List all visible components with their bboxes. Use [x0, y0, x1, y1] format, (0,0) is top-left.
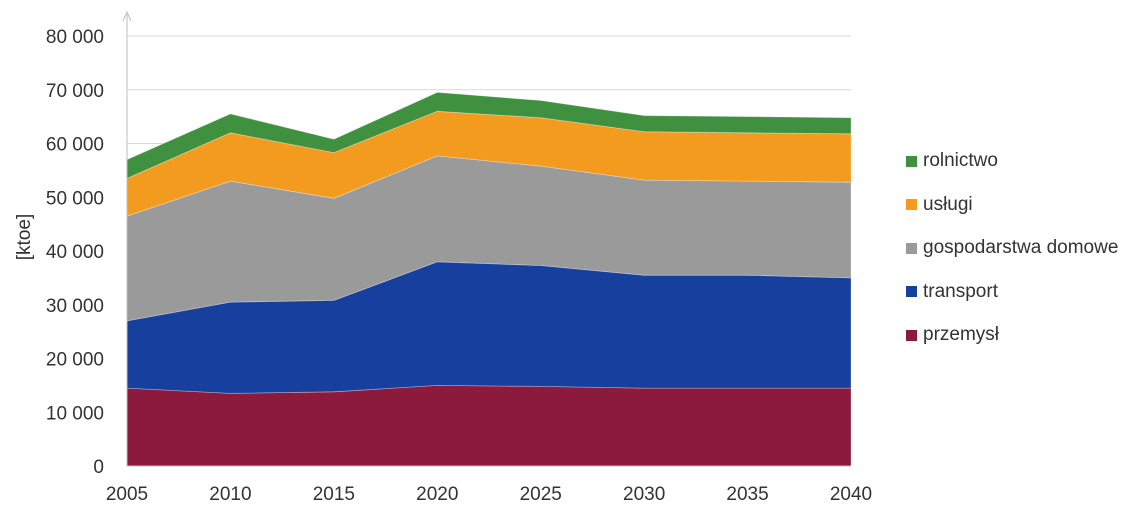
y-tick-label: 10 000	[46, 403, 104, 424]
x-tick-label: 2005	[106, 484, 148, 505]
area-transport	[126, 261, 852, 394]
area-usługi	[126, 110, 852, 217]
y-tick-label: 80 000	[46, 27, 104, 48]
area-gospodarstwa-domowe	[126, 155, 852, 322]
y-axis-title: [ktoe]	[14, 214, 35, 260]
legend-swatch	[906, 155, 917, 167]
y-tick-label: 50 000	[46, 188, 104, 209]
legend-swatch	[906, 199, 917, 210]
y-tick-label: 30 000	[46, 296, 104, 317]
legend-swatch	[906, 286, 917, 297]
legend-item: usługi	[906, 194, 1118, 216]
y-tick-label: 0	[93, 457, 104, 478]
legend-label: transport	[923, 280, 998, 302]
x-tick-label: 2030	[623, 484, 665, 505]
y-axis-arrow-icon	[122, 10, 132, 22]
legend-item: gospodarstwa domowe	[906, 237, 1118, 259]
legend-item: transport	[906, 281, 1118, 303]
legend-label: rolnictwo	[923, 150, 998, 171]
legend-item: przemysł	[906, 324, 1118, 346]
y-tick-label: 60 000	[46, 135, 104, 156]
area-przemysł	[126, 384, 852, 467]
axes	[122, 10, 851, 467]
x-tick-label: 2015	[313, 484, 355, 505]
y-tick-label: 20 000	[46, 350, 104, 371]
legend-label: gospodarstwa domowe	[923, 237, 1119, 258]
y-tick-labels: 0 10 000 20 000 30 000 40 000 50 000 60 000 70 …	[46, 27, 104, 478]
legend-item: rolnictwo	[906, 150, 1118, 172]
legend-swatch	[906, 242, 917, 254]
x-tick-label: 2035	[726, 484, 768, 505]
legend-swatch	[906, 329, 917, 341]
x-tick-label: 2010	[209, 484, 251, 505]
y-tick-label: 70 000	[46, 81, 104, 102]
legend-label: przemysł	[923, 324, 1000, 345]
area-rolnictwo	[126, 91, 852, 180]
legend-label: usługi	[923, 193, 973, 215]
legend: rolnictwo usługi gospodarstwa domowe transp…	[906, 150, 1118, 368]
y-tick-label: 40 000	[46, 242, 104, 263]
area-series-layer	[126, 91, 852, 467]
x-tick-label: 2025	[520, 484, 562, 505]
x-tick-labels: 2005 2010 2015 2020 2025 2030 2035 2040	[106, 484, 872, 505]
x-tick-label: 2040	[830, 484, 872, 505]
x-tick-label: 2020	[416, 484, 458, 505]
